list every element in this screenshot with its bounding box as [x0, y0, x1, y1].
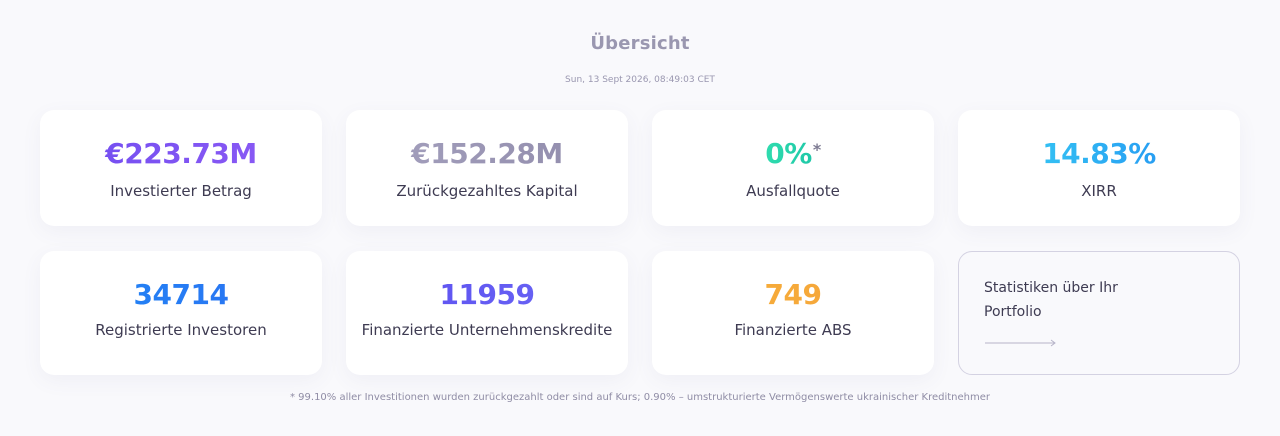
- portfolio-stats-link[interactable]: Statistiken über Ihr Portfolio: [958, 251, 1240, 375]
- stat-card-financed-abs: 749 Finanzierte ABS: [652, 251, 934, 375]
- stat-card-registered-investors: 34714 Registrierte Investoren: [40, 251, 322, 375]
- stat-value: 14.83%: [958, 136, 1240, 172]
- page-title: Übersicht: [590, 33, 690, 54]
- footnote-asterisk: *: [812, 140, 821, 159]
- stat-label: Finanzierte ABS: [734, 321, 852, 339]
- timestamp: Sun, 13 Sept 2026, 08:49:03 CET: [565, 75, 715, 85]
- footnote: * 99.10% aller Investitionen wurden zurü…: [289, 392, 990, 403]
- stat-label: Finanzierte Unternehmenskredite: [361, 321, 613, 339]
- stat-card-repaid-capital: €152.28M Zurückgezahltes Kapital: [346, 110, 628, 226]
- stat-value-wrapper: 0%*: [652, 136, 934, 172]
- stat-label: Registrierte Investoren: [95, 321, 267, 339]
- arrow-right-icon: [985, 339, 1056, 347]
- stat-card-default-rate: 0%* Ausfallquote: [652, 110, 934, 226]
- stat-label: XIRR: [1081, 182, 1117, 200]
- stat-value: 749: [652, 277, 934, 313]
- stat-label: Zurückgezahltes Kapital: [396, 182, 578, 200]
- stat-value: 34714: [40, 277, 322, 313]
- stat-card-business-loans: 11959 Finanzierte Unternehmenskredite: [346, 251, 628, 375]
- portfolio-stats-link-text[interactable]: Statistiken über Ihr Portfolio: [984, 280, 1118, 320]
- stat-card-xirr: 14.83% XIRR: [958, 110, 1240, 226]
- stat-label: Ausfallquote: [746, 182, 840, 200]
- stat-value: €223.73M: [40, 136, 322, 172]
- stat-value: 0%: [765, 137, 812, 170]
- stat-label: Investierter Betrag: [110, 182, 252, 200]
- stat-value: €152.28M: [346, 136, 628, 172]
- stat-card-invested-amount: €223.73M Investierter Betrag: [40, 110, 322, 226]
- stat-value: 11959: [346, 277, 628, 313]
